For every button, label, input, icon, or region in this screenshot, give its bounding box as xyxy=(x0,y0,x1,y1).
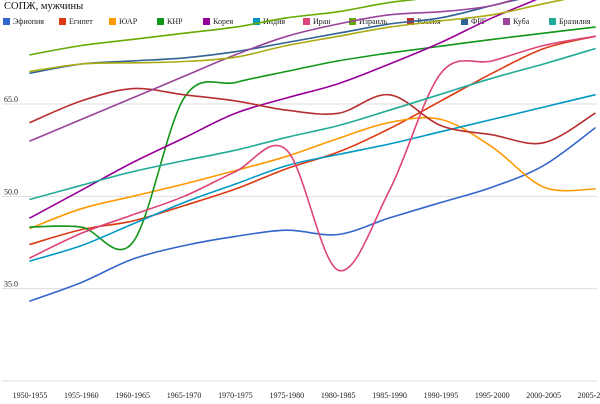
legend-swatch xyxy=(253,18,260,25)
series-line-13 xyxy=(29,0,566,73)
chart-title: СОПЖ, мужчины xyxy=(4,1,83,12)
x-tick-label: 1995-2000 xyxy=(475,391,510,400)
series-line-1 xyxy=(29,127,596,302)
series-line-7 xyxy=(29,35,596,272)
legend-swatch xyxy=(503,18,510,25)
y-axis: 35.0 50.0 65.0 xyxy=(4,95,18,289)
legend-label: Корея xyxy=(213,17,233,26)
legend-label: ФРГ xyxy=(471,17,487,26)
x-tick-label: 1965-1970 xyxy=(167,391,202,400)
x-tick-label: 1950-1955 xyxy=(13,391,48,400)
legend-label: Куба xyxy=(513,17,530,26)
legend-swatch xyxy=(303,18,310,25)
series-line-3 xyxy=(29,116,596,230)
series-line-4 xyxy=(29,26,596,251)
legend-swatch xyxy=(461,18,468,25)
gridlines xyxy=(2,103,597,382)
legend-swatch xyxy=(157,18,164,25)
legend-swatch xyxy=(549,18,556,25)
x-tick-label: 2005-2010 xyxy=(578,391,600,400)
legend-label: Бразилия xyxy=(559,17,591,26)
legend-label: ЮАР xyxy=(119,17,138,26)
legend-swatch xyxy=(203,18,210,25)
y-tick-label: 65.0 xyxy=(4,95,18,104)
series-line-8 xyxy=(29,0,418,56)
series-line-11 xyxy=(29,0,516,142)
legend-label: Израиль xyxy=(359,17,388,26)
series-line-6 xyxy=(29,94,596,262)
x-tick-label: 1955-1960 xyxy=(64,391,99,400)
legend-label: Эфиопия xyxy=(13,17,44,26)
x-tick-label: 1975-1980 xyxy=(269,391,304,400)
legend-label: Египет xyxy=(69,17,93,26)
x-tick-label: 1980-1985 xyxy=(321,391,356,400)
legend-swatch xyxy=(109,18,116,25)
x-tick-label: 1960-1965 xyxy=(115,391,150,400)
legend-label: Индия xyxy=(263,17,285,26)
x-tick-label: 1990-1995 xyxy=(424,391,459,400)
plot-area xyxy=(29,0,596,302)
x-axis: 1950-1955 1955-1960 1960-1965 1965-1970 1970… xyxy=(13,391,600,400)
legend-swatch xyxy=(3,18,10,25)
series-line-5 xyxy=(29,0,538,219)
series-line-9 xyxy=(29,87,596,145)
series-line-12 xyxy=(29,47,596,201)
legend-label: КНР xyxy=(167,17,183,26)
legend: Эфиопия Египет ЮАР КНР Корея Индия Иран Израиль… xyxy=(3,17,591,26)
x-tick-label: 1985-1990 xyxy=(372,391,407,400)
x-tick-label: 2000-2005 xyxy=(526,391,561,400)
series-line-2 xyxy=(29,35,596,246)
legend-swatch xyxy=(59,18,66,25)
x-tick-label: 1970-1975 xyxy=(218,391,253,400)
y-tick-label: 35.0 xyxy=(4,280,18,289)
legend-label: Иран xyxy=(313,17,331,26)
y-tick-label: 50.0 xyxy=(4,187,18,196)
